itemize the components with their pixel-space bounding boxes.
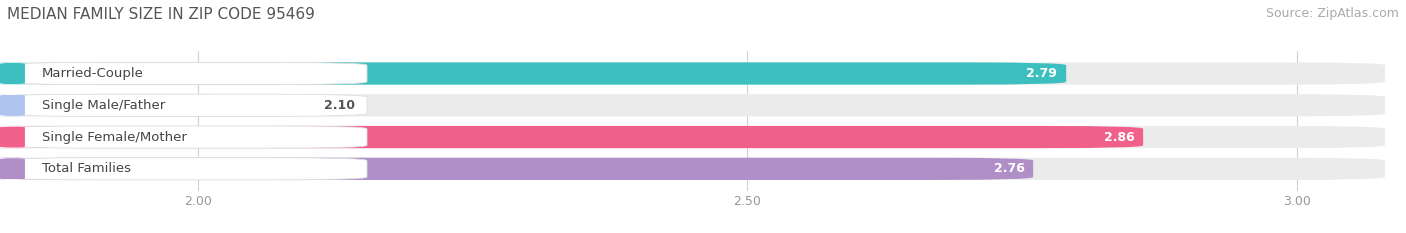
Text: Total Families: Total Families [42,162,131,175]
Text: MEDIAN FAMILY SIZE IN ZIP CODE 95469: MEDIAN FAMILY SIZE IN ZIP CODE 95469 [7,7,315,22]
FancyBboxPatch shape [0,158,1385,180]
FancyBboxPatch shape [0,94,49,116]
FancyBboxPatch shape [0,62,1066,85]
FancyBboxPatch shape [0,94,1385,116]
FancyBboxPatch shape [0,126,49,148]
FancyBboxPatch shape [0,126,1385,148]
FancyBboxPatch shape [0,158,367,180]
FancyBboxPatch shape [0,158,1033,180]
FancyBboxPatch shape [0,94,308,116]
Text: Married-Couple: Married-Couple [42,67,143,80]
Text: 2.86: 2.86 [1104,130,1135,144]
FancyBboxPatch shape [0,62,367,85]
FancyBboxPatch shape [0,62,1385,85]
FancyBboxPatch shape [0,62,49,85]
Text: Single Female/Mother: Single Female/Mother [42,130,187,144]
Text: 2.76: 2.76 [994,162,1025,175]
FancyBboxPatch shape [0,158,49,180]
Text: Single Male/Father: Single Male/Father [42,99,165,112]
FancyBboxPatch shape [0,126,1143,148]
Text: Source: ZipAtlas.com: Source: ZipAtlas.com [1265,7,1399,20]
Text: 2.10: 2.10 [325,99,356,112]
Text: 2.79: 2.79 [1026,67,1057,80]
FancyBboxPatch shape [0,126,367,148]
FancyBboxPatch shape [0,94,367,116]
